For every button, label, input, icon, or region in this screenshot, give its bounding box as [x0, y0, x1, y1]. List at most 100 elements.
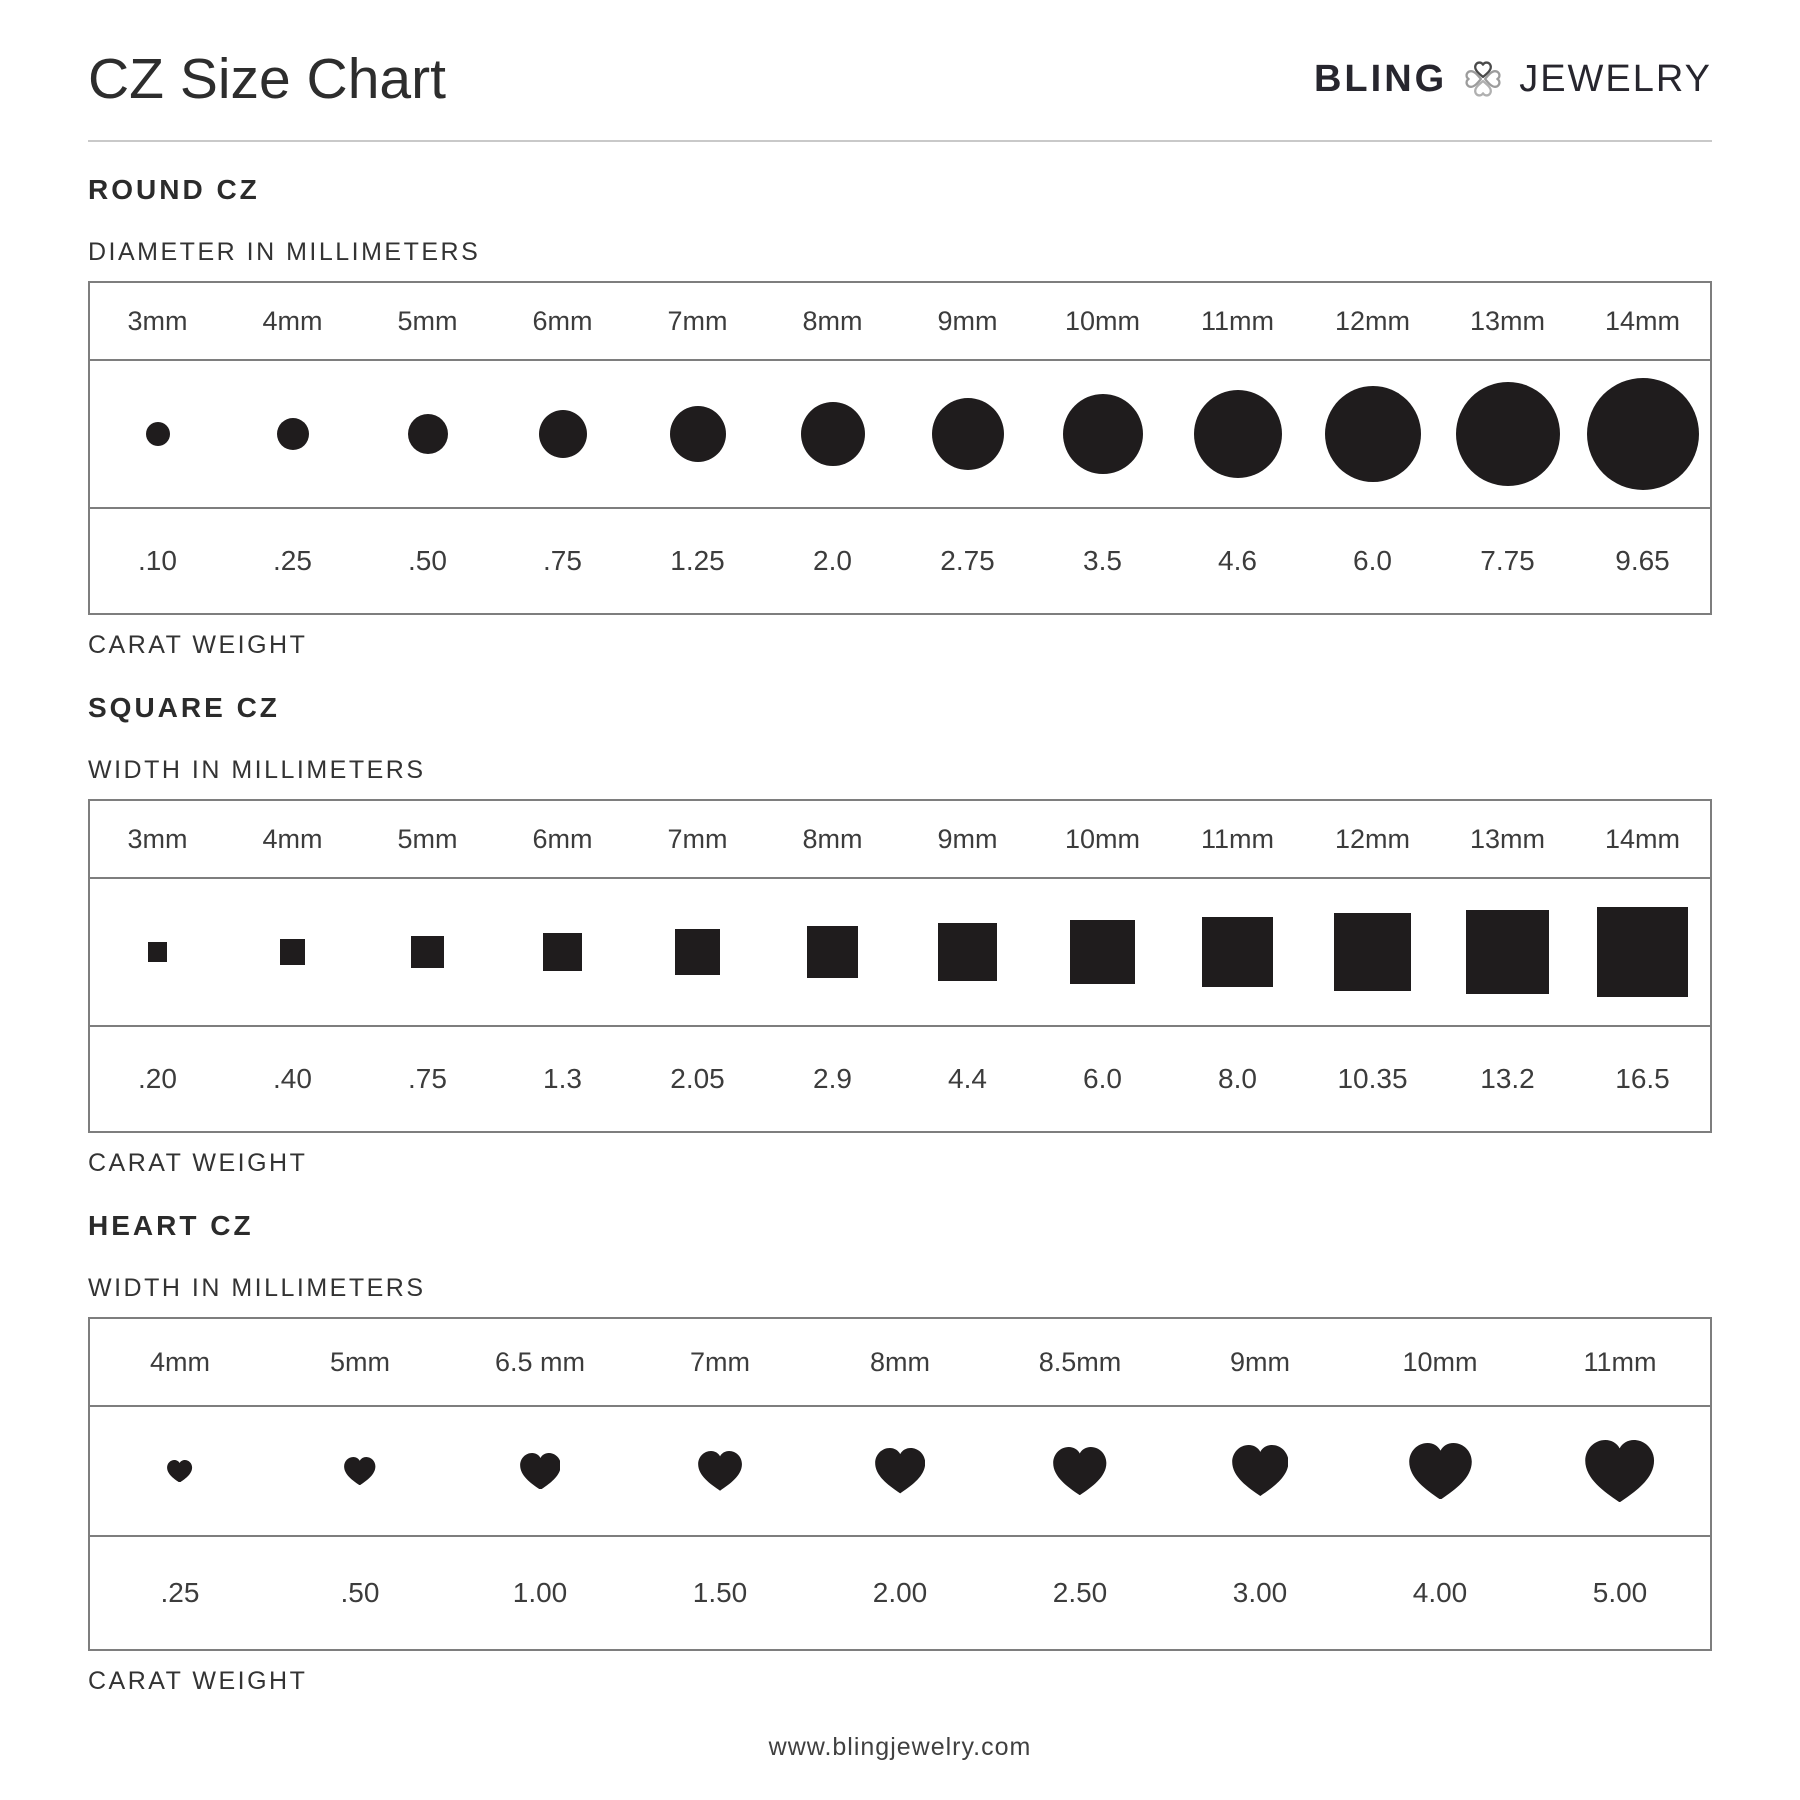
carat-row: .20 .40 .75 1.3 2.05 2.9 4.4 6.0 8.0 10.35 13.2 16.…: [90, 1027, 1710, 1131]
shape-row: [90, 1407, 1710, 1537]
carat-weight-value: .40: [273, 1063, 312, 1094]
shape-cell: [495, 361, 630, 507]
circle-shape: [1062, 394, 1143, 474]
circle-shape: [276, 418, 309, 450]
carat-weight-value: 1.00: [512, 1577, 568, 1608]
carat-weight-label: CARAT WEIGHT: [88, 1149, 308, 1177]
shape-cell: [1170, 361, 1305, 507]
heart-shape: [1408, 1442, 1472, 1500]
mm-size-label: 5mm: [330, 1346, 390, 1377]
mm-label-row: 4mm 5mm 6.5 mm 7mm 8mm 8.5mm 9mm 10mm 11mm: [90, 1319, 1710, 1407]
square-shape: [1333, 913, 1412, 991]
mm-size-label: 12mm: [1334, 305, 1410, 336]
mm-size-label: 8mm: [802, 305, 863, 336]
shape-cell: [450, 1407, 630, 1535]
shape-cell: [900, 361, 1035, 507]
carat-weight-value: 2.75: [940, 545, 995, 576]
carat-weight-label: CARAT WEIGHT: [88, 631, 308, 659]
circle-shape: [1586, 378, 1699, 490]
mm-size-label: 11mm: [1200, 823, 1274, 854]
heart-size-table: 4mm 5mm 6.5 mm 7mm 8mm 8.5mm 9mm 10mm 11mm .25 .5…: [88, 1317, 1712, 1651]
carat-weight-value: 10.35: [1337, 1063, 1408, 1094]
shape-cell: [1170, 1407, 1350, 1535]
square-shape: [1202, 916, 1273, 988]
carat-weight-value: .50: [408, 545, 447, 576]
carat-weight-value: 6.0: [1353, 545, 1392, 576]
shape-cell: [1035, 879, 1170, 1025]
carat-weight-label: CARAT WEIGHT: [88, 1667, 308, 1695]
shape-cell: [225, 879, 360, 1025]
shape-cell: [1440, 879, 1575, 1025]
carat-weight-value: 4.4: [948, 1063, 987, 1094]
dimension-label: DIAMETER IN MILLIMETERS: [88, 238, 481, 266]
mm-size-label: 6mm: [532, 305, 593, 336]
carat-row: .10 .25 .50 .75 1.25 2.0 2.75 3.5 4.6 6.0 7.75 9.65: [90, 509, 1710, 613]
carat-weight-value: 2.0: [813, 545, 852, 576]
brand-logo: BLING JEWELRY: [1314, 53, 1712, 105]
circle-shape: [1324, 386, 1421, 482]
carat-weight-value: 6.0: [1083, 1063, 1122, 1094]
mm-size-label: 8mm: [870, 1346, 930, 1377]
mm-size-label: 12mm: [1334, 823, 1410, 854]
shape-cell: [1530, 1407, 1710, 1535]
carat-weight-value: .50: [340, 1577, 380, 1608]
mm-size-label: 8mm: [802, 823, 863, 854]
heart-shape: [1053, 1446, 1107, 1496]
square-shape: [1597, 906, 1688, 998]
carat-weight-value: 2.05: [670, 1063, 725, 1094]
mm-size-label: 10mm: [1402, 1346, 1478, 1377]
mm-label-row: 3mm 4mm 5mm 6mm 7mm 8mm 9mm 10mm 11mm 12mm 13mm 14m…: [90, 283, 1710, 361]
shape-row: [90, 361, 1710, 509]
mm-size-label: 9mm: [937, 305, 998, 336]
section-title: ROUND CZ: [88, 174, 260, 205]
mm-size-label: 3mm: [127, 305, 188, 336]
mm-size-label: 4mm: [262, 823, 323, 854]
circle-shape: [1455, 382, 1560, 486]
mm-size-label: 11mm: [1200, 305, 1274, 336]
brand-name-bling: BLING: [1313, 57, 1448, 100]
round-size-table: 3mm 4mm 5mm 6mm 7mm 8mm 9mm 10mm 11mm 12mm 13mm 14m…: [88, 281, 1712, 615]
page-title: CZ Size Chart: [88, 47, 446, 111]
shape-cell: [1440, 361, 1575, 507]
dimension-label: WIDTH IN MILLIMETERS: [88, 756, 426, 784]
shape-cell: [630, 1407, 810, 1535]
section-title: SQUARE CZ: [88, 692, 280, 723]
mm-size-label: 6.5 mm: [494, 1346, 586, 1377]
carat-weight-value: .25: [160, 1577, 200, 1608]
carat-weight-value: .75: [408, 1063, 447, 1094]
carat-weight-value: .10: [138, 545, 177, 576]
carat-weight-value: 9.65: [1615, 545, 1670, 576]
circle-shape: [145, 422, 170, 446]
square-shape: [543, 932, 582, 972]
square-size-table: 3mm 4mm 5mm 6mm 7mm 8mm 9mm 10mm 11mm 12mm 13mm 14m…: [88, 799, 1712, 1133]
square-shape: [1070, 919, 1135, 985]
carat-weight-value: 7.75: [1480, 545, 1535, 576]
mm-size-label: 13mm: [1469, 305, 1545, 336]
shape-cell: [765, 879, 900, 1025]
heart-shape: [519, 1452, 561, 1490]
section-round-cz: ROUND CZ DIAMETER IN MILLIMETERS 3mm 4mm 5…: [88, 174, 1712, 660]
shape-cell: [90, 361, 225, 507]
square-shape: [806, 926, 859, 978]
square-shape: [411, 935, 444, 969]
shape-cell: [1305, 361, 1440, 507]
circle-shape: [1193, 390, 1282, 478]
shape-cell: [1035, 361, 1170, 507]
carat-weight-value: 1.3: [543, 1063, 582, 1094]
shape-cell: [990, 1407, 1170, 1535]
mm-label-row: 3mm 4mm 5mm 6mm 7mm 8mm 9mm 10mm 11mm 12mm 13mm 14m…: [90, 801, 1710, 879]
carat-weight-value: 3.5: [1083, 545, 1122, 576]
mm-size-label: 8.5mm: [1038, 1346, 1122, 1377]
four-heart-clover-icon: [1465, 61, 1501, 97]
shape-cell: [90, 879, 225, 1025]
carat-weight-value: 2.00: [872, 1577, 928, 1608]
shape-cell: [360, 361, 495, 507]
square-shape: [1465, 910, 1550, 994]
mm-size-label: 4mm: [150, 1346, 210, 1377]
square-shape: [938, 922, 997, 982]
shape-cell: [1305, 879, 1440, 1025]
carat-weight-value: 13.2: [1480, 1063, 1535, 1094]
carat-weight-value: 16.5: [1615, 1063, 1670, 1094]
carat-weight-value: .25: [273, 545, 312, 576]
